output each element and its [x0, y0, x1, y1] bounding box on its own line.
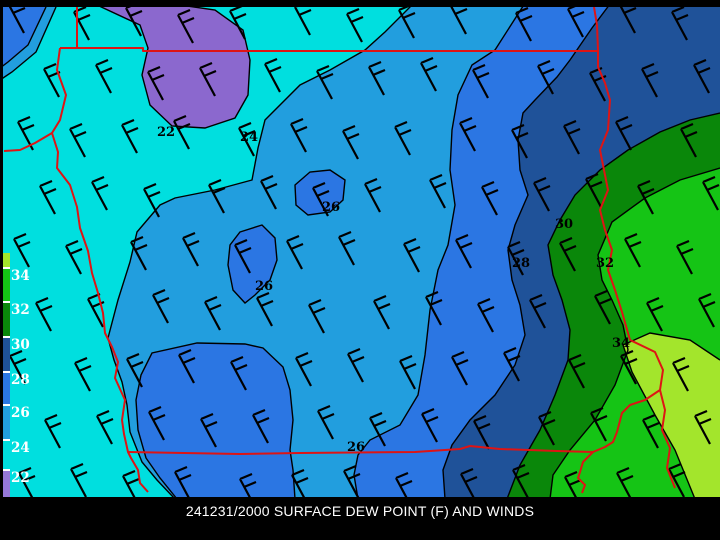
- colorbar-tick: [3, 469, 10, 471]
- wind-barb-glyphs: [8, 7, 720, 497]
- colorbar-segment: [3, 268, 10, 302]
- contour-blob-26-north: [294, 169, 346, 216]
- colorbar-label-28: 28: [11, 372, 30, 388]
- status-bar: 241231/2000 SURFACE DEW POINT (F) AND WI…: [0, 497, 720, 540]
- contour-corner-24: [3, 7, 57, 79]
- contour-label-26: 26: [347, 440, 365, 455]
- contour-32: [549, 167, 720, 497]
- contour-24: [107, 7, 411, 497]
- contour-labels-layer: 22 24 26 26 26 28 30 32 34: [157, 125, 630, 455]
- colorbar-segment: [3, 470, 10, 497]
- border-west-branch: [3, 132, 53, 152]
- contour-28: [442, 7, 609, 497]
- colorbar-tick: [3, 336, 10, 338]
- colorbar-tick: [3, 301, 10, 303]
- contour-34: [622, 332, 720, 497]
- region-blob-26-south: [136, 343, 295, 497]
- region-blob-26-mid: [228, 225, 277, 303]
- colorbar-label-32: 32: [11, 302, 30, 318]
- colorbar-label-22: 22: [11, 470, 30, 486]
- border-west-river: [51, 47, 149, 493]
- contour-blob-26-mid: [227, 224, 278, 304]
- colorbar-segment: [3, 372, 10, 405]
- region-dewpoint-below-22: [101, 7, 250, 128]
- colorbar-segment: [3, 253, 10, 268]
- colorbar-segment: [3, 337, 10, 372]
- border-east-branch: [659, 389, 676, 489]
- border-east-river: [577, 7, 664, 494]
- contour-label-26: 26: [322, 200, 340, 215]
- contour-label-22: 22: [157, 125, 175, 140]
- colorbar-label-24: 24: [11, 440, 30, 456]
- border-south: [127, 445, 594, 455]
- colorbar-tick: [3, 439, 10, 441]
- contour-blob-26-south: [135, 342, 296, 497]
- map-title: 241231/2000 SURFACE DEW POINT (F) AND WI…: [185, 503, 535, 519]
- contour-corner-26: [3, 7, 47, 67]
- region-dewpoint-ge-34: [623, 333, 720, 497]
- region-corner-ge-26: [3, 7, 46, 65]
- wind-barbs-layer: [8, 7, 720, 497]
- colorbar-tick: [3, 267, 10, 269]
- contour-label-24: 24: [240, 130, 258, 145]
- border-north: [60, 47, 598, 52]
- colorbar-segment: [3, 405, 10, 440]
- colorbar-tick: [3, 404, 10, 406]
- state-borders-layer: [3, 7, 676, 494]
- colorbar-segment: [3, 440, 10, 470]
- region-blob-26-north: [295, 170, 345, 215]
- dewpoint-colorbar: 34 32 30 28 26 24 22: [3, 253, 30, 497]
- colorbar-tick: [3, 371, 10, 373]
- map-layers: 22 24 26 26 26 28 30 32 34 34 32 30 28 26 24 22: [3, 7, 720, 497]
- dewpoint-regions-layer: [3, 7, 720, 497]
- contour-22-purple: [99, 7, 251, 129]
- contour-label-30: 30: [555, 217, 573, 232]
- contour-label-26: 26: [255, 279, 273, 294]
- contour-label-34: 34: [612, 336, 630, 351]
- colorbar-label-26: 26: [11, 405, 30, 421]
- colorbar-label-30: 30: [11, 337, 30, 353]
- contour-label-32: 32: [596, 256, 614, 271]
- contour-26: [353, 7, 524, 497]
- colorbar-segment: [3, 302, 10, 337]
- contour-label-28: 28: [512, 256, 530, 271]
- colorbar-label-34: 34: [11, 268, 30, 284]
